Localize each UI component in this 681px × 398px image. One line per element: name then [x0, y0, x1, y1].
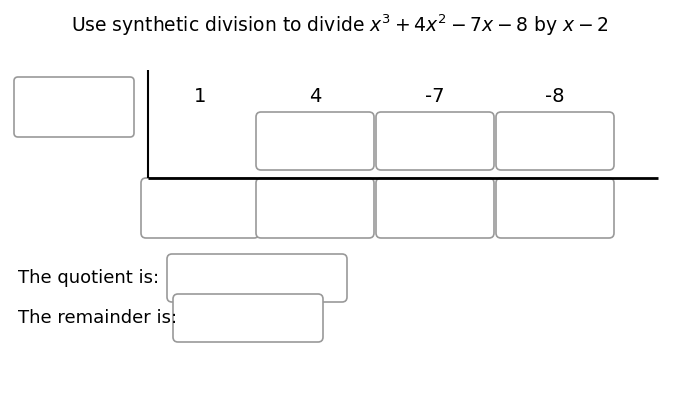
Text: The remainder is:: The remainder is: [18, 309, 177, 327]
Text: Use synthetic division to divide $x^3 + 4x^2 - 7x - 8$ by $x - 2$: Use synthetic division to divide $x^3 + … [72, 13, 609, 39]
Text: The quotient is:: The quotient is: [18, 269, 159, 287]
FancyBboxPatch shape [376, 178, 494, 238]
FancyBboxPatch shape [496, 178, 614, 238]
Text: -7: -7 [425, 86, 445, 105]
Text: 4: 4 [308, 86, 321, 105]
FancyBboxPatch shape [167, 254, 347, 302]
FancyBboxPatch shape [141, 178, 259, 238]
FancyBboxPatch shape [376, 112, 494, 170]
Text: 1: 1 [194, 86, 206, 105]
Text: -8: -8 [545, 86, 565, 105]
FancyBboxPatch shape [173, 294, 323, 342]
FancyBboxPatch shape [14, 77, 134, 137]
FancyBboxPatch shape [256, 178, 374, 238]
FancyBboxPatch shape [496, 112, 614, 170]
FancyBboxPatch shape [256, 112, 374, 170]
